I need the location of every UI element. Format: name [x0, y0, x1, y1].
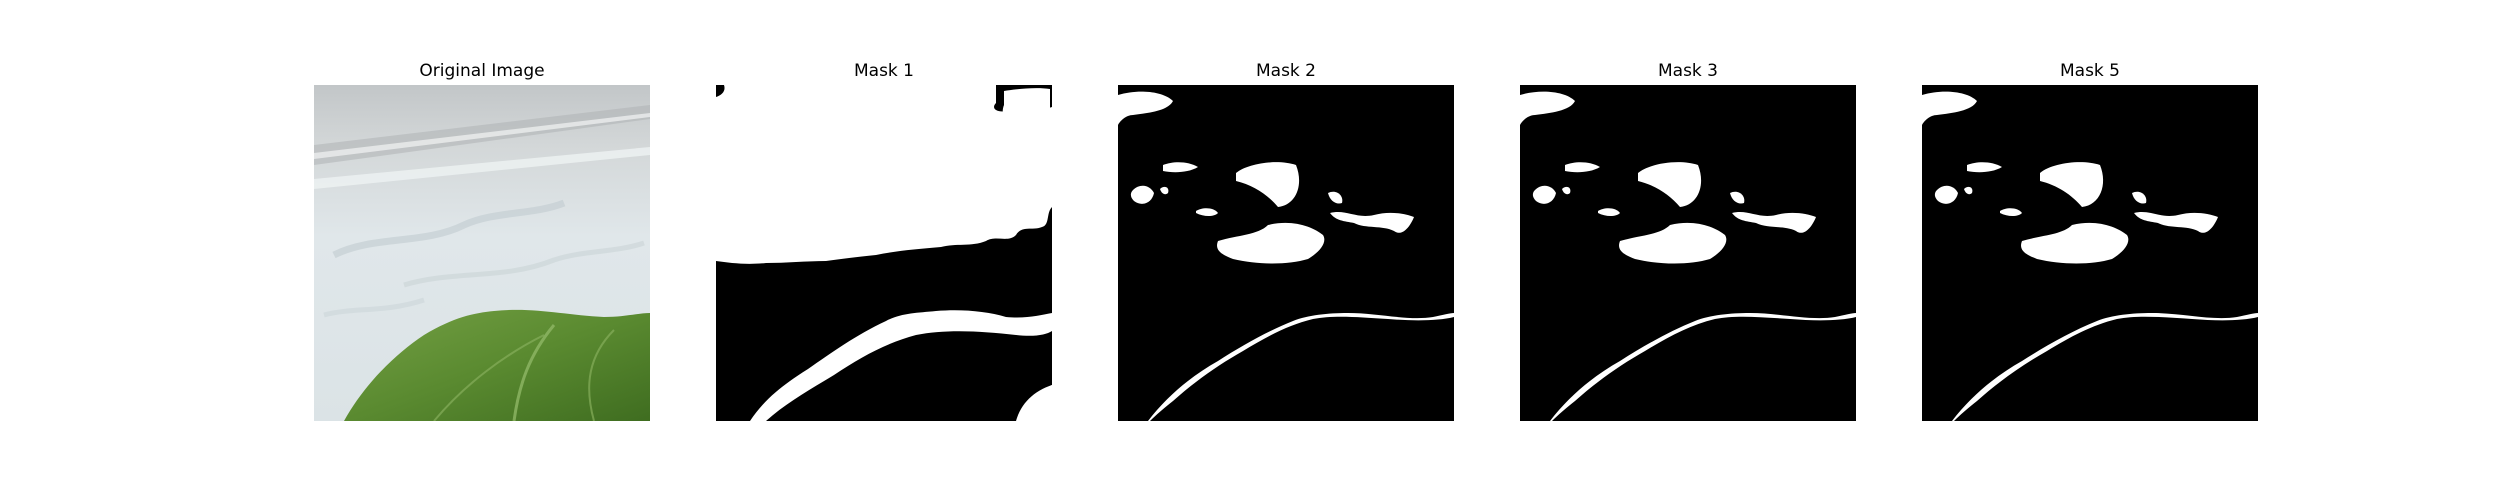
mask-3-blob-h	[1619, 222, 1727, 264]
panel-title-original: Original Image	[419, 61, 545, 81]
photo-leaf-vein-1	[512, 324, 556, 421]
mask-3-top-left-blob	[1520, 91, 1575, 125]
mask-3-blob-c	[1562, 186, 1571, 195]
photo-tray-edge	[314, 147, 650, 189]
mask-5-blob-g	[2134, 212, 2218, 233]
mask-3-blob-a	[1565, 162, 1600, 173]
mask-3-blob-f	[1730, 191, 1745, 204]
mask-5-blob-e	[2040, 162, 2104, 207]
mask-5-blob-c	[1964, 186, 1973, 195]
original-image-canvas	[314, 85, 650, 421]
mask-3-blob-e	[1638, 162, 1702, 207]
mask-5-leaf-inner	[1922, 316, 2258, 421]
photo-water-streak-2	[403, 240, 645, 288]
mask-2-blob-b	[1130, 185, 1154, 204]
mask-2-blob-f	[1328, 191, 1343, 204]
panel-title-mask-5: Mask 5	[2059, 61, 2120, 81]
mask-2-canvas	[1118, 85, 1454, 421]
mask-5-blob-h	[2021, 222, 2129, 264]
mask-1-canvas	[716, 85, 1052, 421]
photo-water-streak-1	[332, 199, 566, 259]
mask-3	[1520, 85, 1856, 421]
mask-5-blob-b	[1934, 185, 1958, 204]
mask-2-blob-e	[1236, 162, 1300, 207]
mask-2-blob-g	[1330, 212, 1414, 233]
mask-1-lower-right-blob	[1016, 385, 1052, 421]
mask-3-blob-d	[1598, 208, 1620, 216]
mask-2-blob-d	[1196, 208, 1218, 216]
mask-1	[716, 85, 1052, 421]
panel-title-mask-2: Mask 2	[1255, 61, 1316, 81]
mask-3-blob-g	[1732, 212, 1816, 233]
mask-5-top-left-blob	[1922, 91, 1977, 125]
panel-title-mask-1: Mask 1	[853, 61, 914, 81]
mask-2-top-left-blob	[1118, 91, 1173, 125]
mask-5-blob-d	[2000, 208, 2022, 216]
panel-title-mask-3: Mask 3	[1657, 61, 1718, 81]
mask-5-blob-a	[1967, 162, 2002, 173]
mask-2-blob-h	[1217, 222, 1325, 264]
mask-2-blob-c	[1160, 186, 1169, 195]
photo-leaf-vein-2	[433, 334, 545, 421]
photo-leaf	[344, 309, 650, 421]
mask-1-upper-region	[716, 85, 1052, 264]
mask-5-canvas	[1922, 85, 2258, 421]
mask-3-leaf-inner	[1520, 316, 1856, 421]
mask-5-blob-f	[2132, 191, 2147, 204]
mask-3-canvas	[1520, 85, 1856, 421]
photo-leaf-vein-3	[588, 329, 615, 421]
mask-1-lower-inner	[766, 331, 1052, 421]
mask-1-top-right-blob	[1002, 88, 1050, 122]
photo-water-streak-3	[323, 297, 425, 318]
mask-2-leaf-inner	[1118, 316, 1454, 421]
mask-3-blob-b	[1532, 185, 1556, 204]
mask-5	[1922, 85, 2258, 421]
photo-ridge-highlight	[314, 113, 650, 159]
mask-2-blob-a	[1163, 162, 1198, 173]
original-image	[314, 85, 650, 421]
mask-2	[1118, 85, 1454, 421]
